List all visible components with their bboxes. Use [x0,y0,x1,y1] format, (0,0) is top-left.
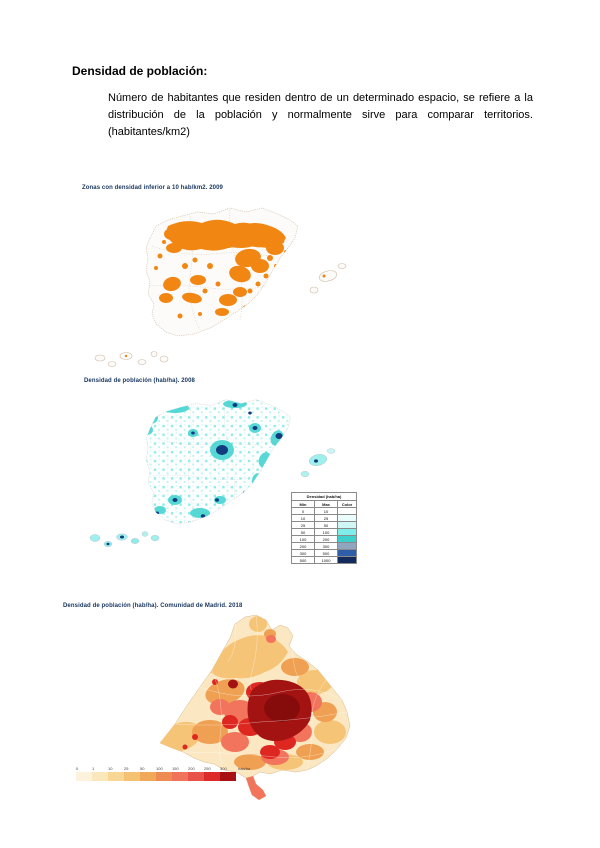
scale-segment [140,772,156,781]
scale-tick: 250 [204,766,211,771]
legend-col-color: Color [337,500,357,508]
scale-segment [92,772,108,781]
scale-tick: 1 [92,766,95,771]
legend-value: 10 [291,514,315,522]
low-density-zones [154,219,288,319]
municipality-borders [174,615,348,771]
madrid-density-patches [160,615,348,800]
scale-segment [156,772,172,781]
legend-color-swatch [337,528,357,536]
legend-table-body: 0 10 10 25 25 50 50 100 100 200 200 300 300 500 500 100… [291,507,357,564]
canary-islands [89,531,160,547]
map3-title: Densidad de población (hab/ha). Comunida… [63,603,243,609]
legend-row: 25 50 [291,521,357,529]
scale-tick: 200 [188,766,195,771]
legend-row: 200 300 [291,542,357,550]
peninsula-outline [145,399,292,525]
legend-value: 200 [291,542,315,550]
legend-color-swatch [337,507,357,515]
legend-value: 100 [314,528,338,536]
scale-tick: 100 [156,766,163,771]
scale-tick: 25 [124,766,129,771]
legend-row: 50 100 [291,528,357,536]
legend-value: 300 [291,549,315,557]
legend-row: 500 1000 [291,556,357,564]
balearic-islands [309,263,347,294]
legend-color-swatch [337,542,357,550]
legend-value: 500 [291,556,315,564]
legend-value: 1000 [314,556,338,564]
legend-color-swatch [337,535,357,543]
map1-title: Zonas con densidad inferior a 10 hab/km2… [82,185,223,191]
scale-segment [220,772,236,781]
color-scale: 0 1 10 25 50 100 150 200 250 300 hab/ha [76,766,276,781]
scale-unit-label: hab/ha [238,766,251,771]
legend-title: Densidad (hab/ha) [291,492,357,501]
spain-density-map [89,399,336,547]
scale-tick: 0 [76,766,79,771]
legend-value: 25 [314,514,338,522]
legend-col-min: Min [291,500,315,508]
scale-tick: 10 [108,766,113,771]
legend-value: 50 [314,521,338,529]
legend-color-swatch [337,549,357,557]
scale-ticks: 0 1 10 25 50 100 150 200 250 300 hab/ha [76,766,276,772]
legend-value: 500 [314,549,338,557]
legend-value: 300 [314,542,338,550]
legend-row: 300 500 [291,549,357,557]
page-title: Densidad de población: [72,64,208,78]
legend-row: 100 200 [291,535,357,543]
legend-value: 0 [291,507,315,515]
scale-segment [76,772,92,781]
legend-color-swatch [337,521,357,529]
legend-row: 0 10 [291,507,357,515]
scale-bar [76,772,236,781]
scale-tick: 300 [220,766,227,771]
madrid-choropleth-map [159,614,351,801]
legend-value: 200 [314,535,338,543]
spain-low-density-map [94,207,347,367]
map2-title: Densidad de población (hab/ha). 2008 [84,378,195,384]
legend-value: 100 [291,535,315,543]
legend-col-max: Max [314,500,338,508]
scale-segment [204,772,220,781]
density-legend-table: Densidad (hab/ha) Min Max Color 0 10 10 25 2… [291,492,357,564]
scale-tick: 50 [140,766,145,771]
scale-segment [124,772,140,781]
legend-row: 10 25 [291,514,357,522]
legend-color-swatch [337,556,357,564]
intro-paragraph: Número de habitantes que residen dentro … [108,92,533,138]
scale-tick: 150 [172,766,179,771]
balearic-islands [300,448,336,477]
scale-segment [108,772,124,781]
legend-value: 10 [314,507,338,515]
legend-color-swatch [337,514,357,522]
legend-value: 25 [291,521,315,529]
canary-islands [94,351,169,367]
scale-segment [172,772,188,781]
legend-value: 50 [291,528,315,536]
scale-segment [188,772,204,781]
